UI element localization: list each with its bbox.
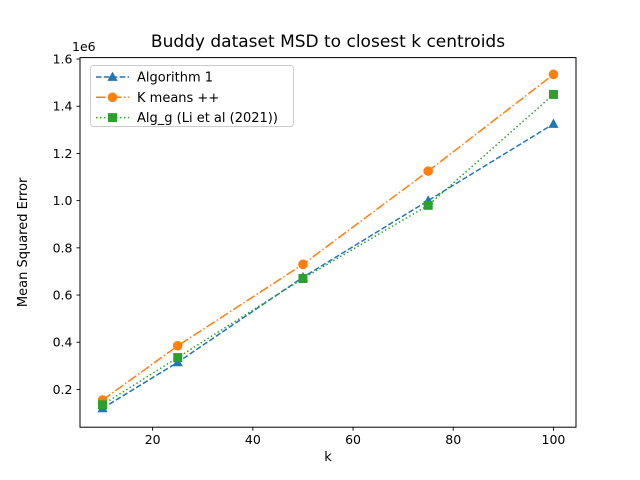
series-marker-2 — [423, 200, 433, 210]
series-marker-1 — [548, 69, 559, 80]
y-tick-label: 0.2 — [53, 382, 73, 397]
series-marker-2 — [98, 400, 108, 410]
y-tick-label: 1.6 — [53, 52, 73, 67]
x-tick-label: 40 — [245, 432, 261, 447]
y-axis-label: Mean Squared Error — [16, 177, 31, 307]
series-marker-1 — [423, 166, 434, 176]
legend-label: K means ++ — [137, 91, 219, 106]
legend-label: Alg_g (Li et al (2021)) — [137, 111, 278, 126]
y-axis: 0.2 0.4 0.6 0.8 1.0 1.2 1.4 1.6 — [53, 52, 80, 397]
legend-marker-circle — [107, 92, 118, 103]
y-tick-label: 0.6 — [53, 288, 73, 303]
legend-entry-0: Algorithm 1 — [96, 71, 213, 86]
series-marker-2 — [298, 274, 308, 284]
legend-entry-1: K means ++ — [96, 91, 219, 106]
y-tick-label: 1.0 — [53, 193, 73, 208]
series-marker-0 — [548, 118, 559, 128]
x-tick-label: 20 — [145, 432, 161, 447]
series-marker-2 — [173, 353, 183, 363]
x-axis-label: k — [324, 450, 332, 465]
x-tick-label: 100 — [542, 432, 566, 447]
legend-box — [90, 65, 294, 127]
series-line-0 — [102, 123, 554, 409]
plot-area — [97, 69, 559, 413]
legend-label: Algorithm 1 — [137, 71, 213, 86]
axes-spines — [79, 57, 577, 428]
series-line-2 — [102, 93, 554, 406]
x-tick-label: 60 — [345, 432, 361, 447]
y-tick-label: 0.4 — [53, 335, 73, 350]
series-marker-1 — [172, 340, 183, 351]
legend-marker-triangle — [107, 71, 118, 81]
chart-title: Buddy dataset MSD to closest k centroids — [151, 32, 505, 52]
series-marker-1 — [298, 259, 308, 270]
y-tick-label: 1.2 — [53, 146, 73, 161]
series-marker-2 — [548, 89, 558, 99]
legend-marker-square — [108, 113, 117, 123]
legend-entry-2: Alg_g (Li et al (2021)) — [96, 111, 278, 126]
x-tick-label: 80 — [445, 432, 461, 447]
y-tick-label: 0.8 — [53, 240, 73, 255]
legend: Algorithm 1 K means ++ Alg_g (Li et al (20… — [90, 65, 294, 127]
y-tick-label: 1.4 — [53, 99, 73, 114]
y-offset-label: 1e6 — [72, 39, 96, 54]
x-axis: 20 40 60 80 100 — [145, 427, 566, 447]
